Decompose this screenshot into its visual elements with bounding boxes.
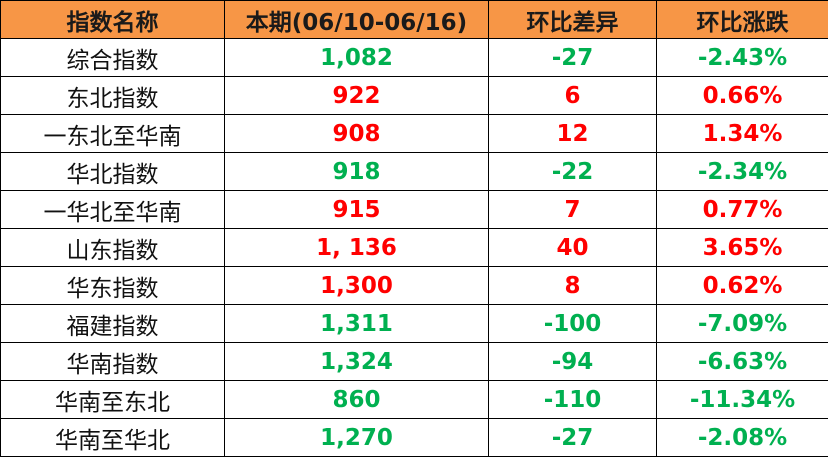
pct-change: 0.66% <box>656 76 828 115</box>
index-name: 一东北至华南 <box>0 114 225 153</box>
current-value: 922 <box>224 76 489 115</box>
diff-value: -27 <box>488 38 657 77</box>
table-row: 综合指数 1,082 -27 -2.43% <box>0 38 828 77</box>
header-diff: 环比差异 <box>488 0 657 39</box>
current-value: 1,300 <box>224 266 489 305</box>
table-row: 一华北至华南 915 7 0.77% <box>0 190 828 229</box>
index-name: 山东指数 <box>0 228 225 267</box>
diff-value: -100 <box>488 304 657 343</box>
index-name: 东北指数 <box>0 76 225 115</box>
header-current-period: 本期(06/10-06/16) <box>224 0 489 39</box>
current-value: 860 <box>224 380 489 419</box>
diff-value: 7 <box>488 190 657 229</box>
pct-change: 1.34% <box>656 114 828 153</box>
index-name: 华东指数 <box>0 266 225 305</box>
pct-change: 0.77% <box>656 190 828 229</box>
diff-value: -27 <box>488 418 657 457</box>
table-row: 山东指数 1, 136 40 3.65% <box>0 228 828 267</box>
header-pct-change: 环比涨跌 <box>656 0 828 39</box>
pct-change: -7.09% <box>656 304 828 343</box>
diff-value: -22 <box>488 152 657 191</box>
index-name: 华北指数 <box>0 152 225 191</box>
pct-change: -2.34% <box>656 152 828 191</box>
diff-value: 6 <box>488 76 657 115</box>
current-value: 918 <box>224 152 489 191</box>
current-value: 1,270 <box>224 418 489 457</box>
index-name: 福建指数 <box>0 304 225 343</box>
pct-change: -6.63% <box>656 342 828 381</box>
diff-value: 40 <box>488 228 657 267</box>
current-value: 1,082 <box>224 38 489 77</box>
index-name: 综合指数 <box>0 38 225 77</box>
diff-value: -110 <box>488 380 657 419</box>
diff-value: 12 <box>488 114 657 153</box>
current-value: 908 <box>224 114 489 153</box>
index-name: 华南指数 <box>0 342 225 381</box>
diff-value: 8 <box>488 266 657 305</box>
table-row: 东北指数 922 6 0.66% <box>0 76 828 115</box>
current-value: 1,311 <box>224 304 489 343</box>
pct-change: -2.08% <box>656 418 828 457</box>
diff-value: -94 <box>488 342 657 381</box>
table-row: 华南至东北 860 -110 -11.34% <box>0 380 828 419</box>
pct-change: -2.43% <box>656 38 828 77</box>
table-row: 华北指数 918 -22 -2.34% <box>0 152 828 191</box>
table-row: 一东北至华南 908 12 1.34% <box>0 114 828 153</box>
table-row: 华南至华北 1,270 -27 -2.08% <box>0 418 828 457</box>
index-name: 一华北至华南 <box>0 190 225 229</box>
table-row: 华南指数 1,324 -94 -6.63% <box>0 342 828 381</box>
pct-change: 3.65% <box>656 228 828 267</box>
pct-change: 0.62% <box>656 266 828 305</box>
index-name: 华南至东北 <box>0 380 225 419</box>
current-value: 1, 136 <box>224 228 489 267</box>
current-value: 1,324 <box>224 342 489 381</box>
current-value: 915 <box>224 190 489 229</box>
table-row: 福建指数 1,311 -100 -7.09% <box>0 304 828 343</box>
header-row: 指数名称 本期(06/10-06/16) 环比差异 环比涨跌 <box>0 0 828 39</box>
header-index-name: 指数名称 <box>0 0 225 39</box>
table-row: 华东指数 1,300 8 0.62% <box>0 266 828 305</box>
index-name: 华南至华北 <box>0 418 225 457</box>
pct-change: -11.34% <box>656 380 828 419</box>
